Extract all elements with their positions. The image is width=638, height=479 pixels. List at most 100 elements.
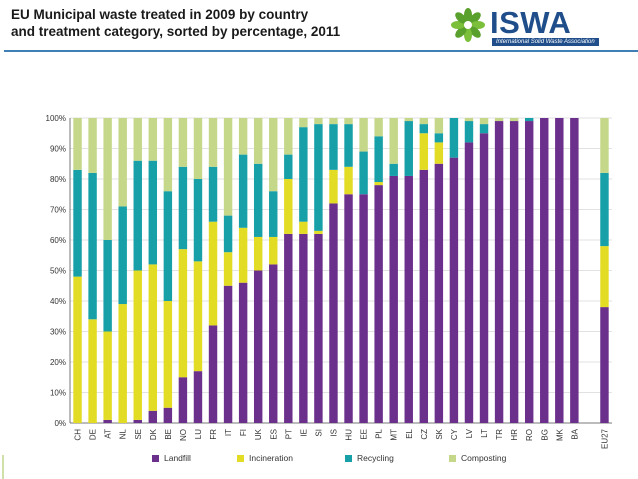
bar-incineration-PT	[284, 179, 293, 234]
bar-incineration-IS	[329, 169, 338, 204]
y-tick-label: 60%	[50, 236, 66, 245]
bar-recycling-SI	[314, 124, 323, 231]
bar-composting-LV	[464, 118, 474, 122]
bar-recycling-CZ	[419, 124, 429, 134]
bar-landfill-FR	[208, 325, 218, 423]
bar-incineration-BE	[163, 301, 173, 408]
x-tick-label: FI	[239, 429, 248, 436]
bar-landfill-HR	[509, 121, 519, 424]
bar-recycling-IT	[223, 215, 233, 253]
legend-item-incineration: Incineration	[237, 453, 293, 463]
bar-recycling-RO	[524, 118, 534, 122]
bar-recycling-SE	[133, 160, 142, 271]
title-line-2: and treatment category, sorted by percen…	[11, 24, 341, 39]
legend-label: Incineration	[249, 453, 293, 463]
legend-label: Composting	[461, 453, 507, 463]
bar-recycling-PT	[284, 154, 293, 179]
bar-incineration-PL	[374, 182, 383, 186]
bar-landfill-BA	[570, 118, 579, 423]
y-tick-label: 80%	[50, 175, 66, 184]
bar-composting-AT	[103, 118, 112, 240]
x-tick-label: EL	[405, 428, 414, 438]
x-tick-label: TR	[495, 429, 504, 440]
bar-recycling-AT	[103, 240, 112, 332]
x-tick-label: CY	[450, 428, 459, 440]
legend-item-composting: Composting	[449, 453, 506, 463]
y-tick-label: 20%	[50, 358, 66, 367]
bar-composting-BE	[163, 118, 173, 192]
x-tick-label: BG	[540, 429, 549, 441]
bar-landfill-PT	[284, 233, 293, 423]
bar-composting-PT	[284, 118, 293, 155]
legend-swatch	[449, 454, 456, 462]
logo-wordmark: ISWA	[490, 5, 572, 40]
bar-landfill-MT	[389, 175, 398, 423]
bar-landfill-DK	[148, 410, 158, 423]
bar-incineration-FR	[208, 221, 218, 326]
x-tick-label: PL	[375, 428, 384, 438]
bar-recycling-BE	[163, 191, 173, 301]
bar-composting-DE	[88, 118, 97, 173]
bar-incineration-NO	[178, 249, 188, 378]
x-tick-label: MK	[555, 428, 564, 441]
bar-recycling-IS	[329, 124, 338, 170]
bar-landfill-AT	[103, 419, 112, 423]
y-tick-label: 30%	[50, 328, 66, 337]
bar-recycling-UK	[253, 163, 263, 237]
y-tick-label: 40%	[50, 297, 66, 306]
bar-incineration-DK	[148, 264, 158, 411]
chart-legend: Landfill Incineration Recycling Composting	[0, 453, 638, 467]
bar-landfill-MK	[555, 118, 564, 423]
legend-item-landfill: Landfill	[152, 453, 191, 463]
bar-landfill-RO	[524, 121, 534, 424]
bar-composting-EE	[359, 118, 368, 152]
bar-landfill-UK	[253, 270, 263, 423]
bar-composting-PL	[374, 118, 383, 137]
bar-landfill-SI	[314, 233, 323, 423]
x-tick-label: UK	[254, 428, 263, 440]
bar-landfill-LT	[479, 133, 489, 423]
x-tick-label: HU	[345, 429, 354, 441]
bar-composting-TR	[494, 118, 504, 122]
bar-incineration-NL	[118, 304, 127, 423]
bar-recycling-FR	[208, 166, 218, 222]
bar-composting-CZ	[419, 118, 429, 125]
bar-composting-NO	[178, 118, 188, 167]
x-tick-label: SK	[435, 428, 444, 439]
bar-recycling-FI	[238, 154, 248, 228]
slide-title: EU Municipal waste treated in 2009 by co…	[11, 6, 340, 40]
x-tick-label: MT	[390, 429, 399, 441]
x-tick-label: FR	[209, 429, 218, 440]
bar-recycling-SK	[434, 133, 444, 143]
bar-landfill-EE	[359, 194, 368, 423]
iswa-flower-icon	[450, 7, 486, 43]
bar-composting-IT	[223, 118, 233, 216]
bar-composting-LT	[479, 118, 489, 125]
bar-recycling-NO	[178, 166, 188, 250]
y-tick-label: 100%	[46, 114, 66, 123]
bar-landfill-LV	[464, 142, 474, 423]
y-tick-label: 10%	[50, 389, 66, 398]
bar-incineration-UK	[253, 236, 263, 271]
x-tick-label: DE	[89, 429, 98, 440]
bar-recycling-DE	[88, 172, 97, 320]
x-tick-label: HR	[510, 429, 519, 441]
bar-incineration-EU27	[600, 246, 609, 308]
x-tick-label: ES	[269, 429, 278, 440]
y-tick-label: 0%	[54, 419, 66, 428]
legend-swatch	[152, 454, 159, 462]
x-tick-label: EE	[360, 429, 369, 440]
x-tick-label: NL	[119, 428, 128, 439]
bar-recycling-DK	[148, 160, 158, 265]
bar-recycling-PL	[374, 136, 383, 183]
x-tick-label: DK	[149, 428, 158, 440]
bar-recycling-EL	[404, 121, 413, 176]
x-tick-label: IS	[329, 429, 338, 437]
legend-label: Landfill	[164, 453, 191, 463]
bar-recycling-LT	[479, 124, 489, 134]
iswa-logo: ISWA International Solid Waste Associati…	[450, 5, 630, 48]
bar-incineration-IE	[299, 221, 308, 234]
bar-landfill-HU	[344, 194, 353, 423]
bar-incineration-AT	[103, 331, 112, 420]
